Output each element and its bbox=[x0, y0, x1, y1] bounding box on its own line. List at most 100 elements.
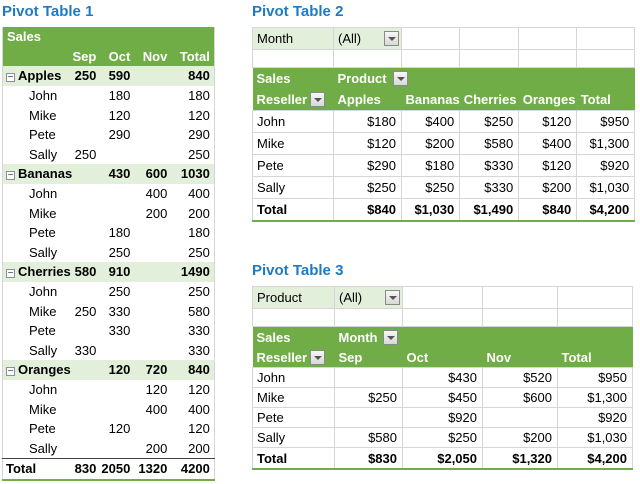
value-cell bbox=[100, 380, 134, 400]
row-label-cell: Mike bbox=[252, 132, 334, 155]
pivot1-header-spacer bbox=[2, 46, 73, 67]
value-cell: $920 bbox=[402, 407, 483, 428]
row-label: John bbox=[29, 284, 58, 300]
value-cell: 580 bbox=[188, 303, 210, 319]
pivot2-data-row: John $180 $400 $250 $120 $950 bbox=[252, 110, 636, 133]
row-label-cell: Pete bbox=[252, 154, 334, 177]
row-label-cell: Sally bbox=[252, 176, 334, 199]
row-label: Sally bbox=[29, 146, 58, 162]
value-cell bbox=[134, 105, 171, 125]
row-label: Pete bbox=[29, 421, 56, 437]
total-value-cell: $2,050 bbox=[402, 447, 483, 470]
pivot2-sales-label: Sales bbox=[252, 67, 334, 89]
grand-total-nov: 1320 bbox=[134, 458, 172, 481]
pivot-table-1-grid: Sales Sep Oct Nov Total − Apples 250 590 840… bbox=[2, 27, 215, 481]
row-label-cell: Sally bbox=[3, 243, 73, 263]
value-cell bbox=[73, 419, 101, 439]
value-cell: 200 bbox=[188, 205, 210, 221]
value-cell: 840 bbox=[171, 360, 215, 380]
row-label: Oranges bbox=[18, 362, 71, 378]
value-cell bbox=[100, 399, 134, 419]
pivot2-column-field-label: Product bbox=[337, 71, 387, 86]
collapse-button[interactable]: − bbox=[6, 72, 15, 84]
value-cell: $120 bbox=[518, 110, 578, 133]
row-label-cell: Sally bbox=[3, 438, 73, 458]
pivot1-group-row: − Cherries 580 910 1490 bbox=[2, 262, 215, 282]
row-label-cell: − Apples bbox=[2, 66, 73, 86]
total-value-cell: $1,490 bbox=[459, 198, 520, 222]
row-label-cell: − Bananas bbox=[2, 164, 73, 184]
value-cell: 120 bbox=[145, 381, 168, 397]
value-cell: 430 bbox=[100, 164, 135, 184]
empty-cell bbox=[482, 308, 558, 327]
collapse-button[interactable]: − bbox=[6, 170, 15, 182]
value-cell: $920 bbox=[576, 154, 636, 177]
empty-cell bbox=[333, 49, 402, 68]
row-label: Sally bbox=[29, 342, 58, 358]
value-cell bbox=[134, 243, 171, 263]
pivot2-filter-value-cell: (All) bbox=[333, 27, 402, 50]
pivot3-column-field-label: Month bbox=[338, 329, 378, 345]
value-cell: 250 bbox=[188, 146, 210, 162]
pivot3-field-header-row: Sales Month bbox=[252, 326, 633, 347]
row-label: Pete bbox=[29, 323, 56, 339]
row-field-dropdown-button[interactable] bbox=[310, 92, 326, 107]
row-label-cell: Pete bbox=[3, 321, 73, 341]
total-label: Total bbox=[252, 447, 335, 470]
value-cell bbox=[73, 184, 101, 204]
filter-dropdown-button[interactable] bbox=[385, 290, 400, 305]
row-field-dropdown-button[interactable] bbox=[310, 349, 326, 365]
value-cell: 120 bbox=[188, 381, 210, 397]
pivot1-detail-row: Sally 250 250 bbox=[3, 145, 215, 165]
empty-cell bbox=[459, 49, 520, 68]
pivot2-filter-value: (All) bbox=[338, 31, 362, 46]
pivot3-blank-row bbox=[252, 308, 633, 327]
pivot1-detail-row: Sally 250 250 bbox=[3, 243, 215, 263]
value-cell bbox=[334, 367, 403, 388]
row-label: Bananas bbox=[18, 166, 73, 182]
empty-cell bbox=[400, 27, 461, 50]
pivot3-row-field-cell: Reseller bbox=[252, 347, 335, 368]
value-cell: $580 bbox=[334, 427, 403, 448]
value-cell: $200 bbox=[518, 176, 578, 199]
value-cell: 120 bbox=[108, 421, 131, 437]
column-field-dropdown-button[interactable] bbox=[392, 71, 408, 86]
pivot2-filter-row: Month (All) bbox=[252, 27, 636, 50]
value-cell bbox=[100, 203, 134, 223]
column-field-dropdown-button[interactable] bbox=[383, 329, 399, 345]
row-label-cell: Sally bbox=[252, 427, 335, 448]
value-cell bbox=[73, 243, 101, 263]
empty-cell bbox=[402, 286, 483, 309]
value-cell: $1,300 bbox=[557, 387, 633, 408]
value-cell: 250 bbox=[72, 66, 101, 86]
empty-cell bbox=[557, 286, 633, 309]
pivot3-total-row: Total $830 $2,050 $1,320 $4,200 bbox=[252, 447, 633, 470]
value-cell: 400 bbox=[145, 401, 168, 417]
empty-cell bbox=[334, 308, 403, 327]
pivot1-header-nov: Nov bbox=[134, 46, 172, 67]
value-cell: $1,030 bbox=[576, 176, 636, 199]
value-cell bbox=[134, 282, 171, 302]
value-cell: 120 bbox=[100, 360, 135, 380]
pivot2-header-cherries: Cherries bbox=[459, 89, 519, 111]
filter-dropdown-button[interactable] bbox=[384, 31, 399, 46]
value-cell: 330 bbox=[108, 303, 131, 319]
value-cell: $250 bbox=[459, 110, 520, 133]
pivot-table-1: Pivot Table 1 Sales Sep Oct Nov Total − A… bbox=[2, 3, 215, 481]
row-label: Cherries bbox=[18, 264, 71, 280]
pivot2-column-field-cell: Product bbox=[333, 67, 635, 89]
pivot1-header-sep: Sep bbox=[72, 46, 101, 67]
pivot1-detail-row: John 120 120 bbox=[3, 380, 215, 400]
pivot3-header-nov: Nov bbox=[482, 347, 558, 368]
pivot1-detail-row: John 180 180 bbox=[3, 86, 215, 106]
row-label: Sally bbox=[29, 244, 58, 260]
value-cell: $250 bbox=[334, 387, 403, 408]
pivot3-data-row: Sally $580 $250 $200 $1,030 bbox=[252, 427, 633, 448]
collapse-button[interactable]: − bbox=[6, 268, 15, 280]
row-label: Mike bbox=[29, 401, 57, 417]
pivot3-row-field-label: Reseller bbox=[256, 349, 308, 365]
empty-cell bbox=[482, 286, 558, 309]
collapse-button[interactable]: − bbox=[6, 366, 15, 378]
value-cell: 250 bbox=[188, 244, 210, 260]
value-cell: 250 bbox=[74, 303, 97, 319]
